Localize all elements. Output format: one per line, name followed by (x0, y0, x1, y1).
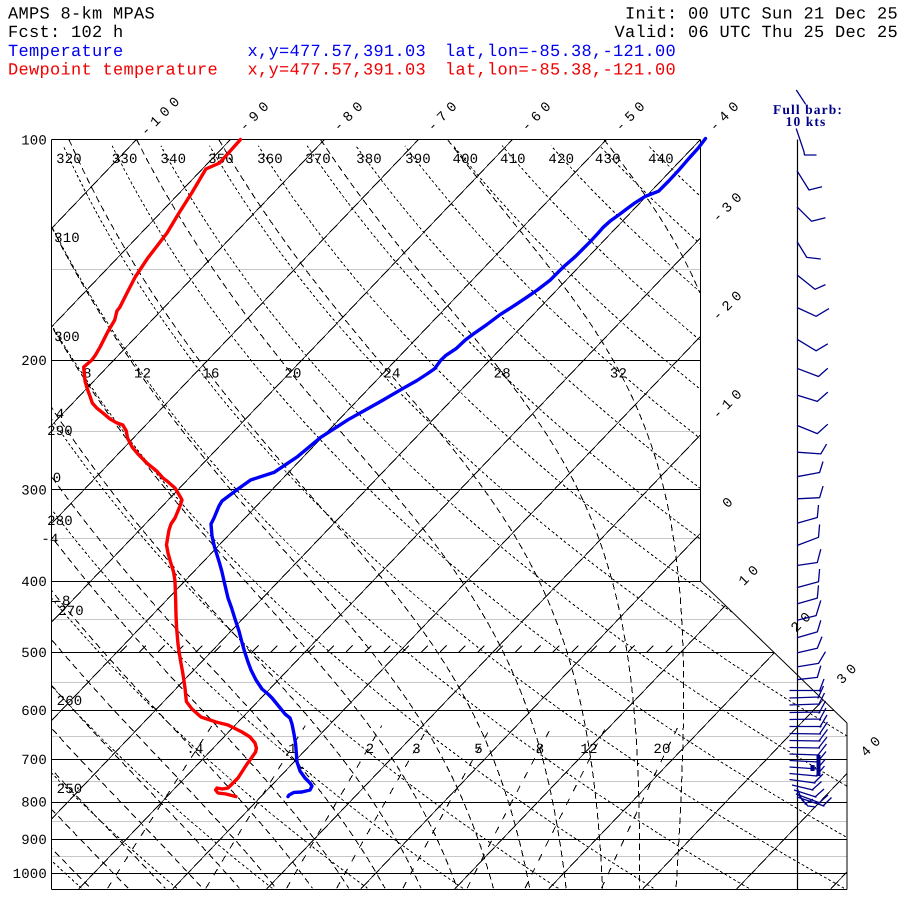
svg-text:250: 250 (57, 782, 83, 798)
svg-text:410: 410 (500, 152, 526, 168)
svg-text:Fcst: 102 h: Fcst: 102 h (8, 24, 124, 43)
svg-text:700: 700 (21, 753, 47, 769)
svg-text:100: 100 (21, 134, 47, 150)
svg-text:1000: 1000 (13, 867, 47, 883)
svg-text:400: 400 (452, 152, 478, 168)
svg-text:360: 360 (257, 152, 283, 168)
svg-text:320: 320 (56, 152, 82, 168)
svg-text:270: 270 (58, 604, 84, 620)
svg-text:.4: .4 (186, 742, 203, 758)
svg-text:28: 28 (494, 367, 511, 383)
svg-text:330: 330 (112, 152, 138, 168)
svg-text:lat,lon=-85.38,-121.00: lat,lon=-85.38,-121.00 (445, 62, 676, 81)
svg-text:430: 430 (595, 152, 621, 168)
svg-text:260: 260 (57, 694, 83, 710)
svg-text:440: 440 (648, 152, 674, 168)
svg-text:Valid: 06 UTC Thu 25 Dec 25: Valid: 06 UTC Thu 25 Dec 25 (615, 24, 899, 43)
svg-text:420: 420 (548, 152, 574, 168)
svg-text:500: 500 (21, 646, 47, 662)
svg-text:Temperature: Temperature (8, 43, 124, 62)
svg-text:lat,lon=-85.38,-121.00: lat,lon=-85.38,-121.00 (445, 43, 676, 62)
svg-text:900: 900 (21, 833, 47, 849)
svg-text:400: 400 (21, 575, 47, 591)
svg-text:290: 290 (47, 424, 73, 440)
svg-text:AMPS 8-km MPAS: AMPS 8-km MPAS (8, 6, 155, 25)
svg-text:Dewpoint temperature: Dewpoint temperature (8, 62, 218, 81)
svg-text:3: 3 (412, 742, 421, 758)
svg-text:1: 1 (288, 742, 297, 758)
svg-text:310: 310 (54, 231, 80, 247)
svg-text:20: 20 (653, 742, 670, 758)
svg-text:x,y=477.57,391.03: x,y=477.57,391.03 (248, 62, 427, 81)
svg-text:8: 8 (536, 742, 545, 758)
svg-text:2: 2 (366, 742, 375, 758)
svg-text:280: 280 (47, 514, 73, 530)
svg-text:12: 12 (580, 742, 597, 758)
svg-text:24: 24 (383, 367, 400, 383)
svg-text:5: 5 (474, 742, 483, 758)
svg-text:32: 32 (610, 367, 627, 383)
svg-text:8: 8 (83, 367, 92, 383)
svg-text:-4: -4 (41, 532, 58, 548)
svg-text:4: 4 (56, 407, 65, 423)
svg-text:10 kts: 10 kts (786, 114, 827, 129)
svg-text:0: 0 (53, 471, 62, 487)
svg-text:20: 20 (284, 367, 301, 383)
svg-text:Init: 00 UTC Sun 21 Dec 25: Init: 00 UTC Sun 21 Dec 25 (625, 6, 898, 25)
svg-text:300: 300 (21, 483, 47, 499)
svg-text:300: 300 (54, 330, 80, 346)
svg-text:-8: -8 (53, 594, 70, 610)
svg-text:12: 12 (134, 367, 151, 383)
svg-text:380: 380 (356, 152, 382, 168)
svg-text:16: 16 (202, 367, 219, 383)
svg-text:390: 390 (405, 152, 431, 168)
svg-text:600: 600 (21, 704, 47, 720)
svg-text:370: 370 (305, 152, 331, 168)
svg-text:340: 340 (160, 152, 186, 168)
svg-text:x,y=477.57,391.03: x,y=477.57,391.03 (248, 43, 427, 62)
svg-text:Full barb:: Full barb: (773, 102, 843, 117)
svg-text:200: 200 (21, 354, 47, 370)
svg-text:800: 800 (21, 796, 47, 812)
